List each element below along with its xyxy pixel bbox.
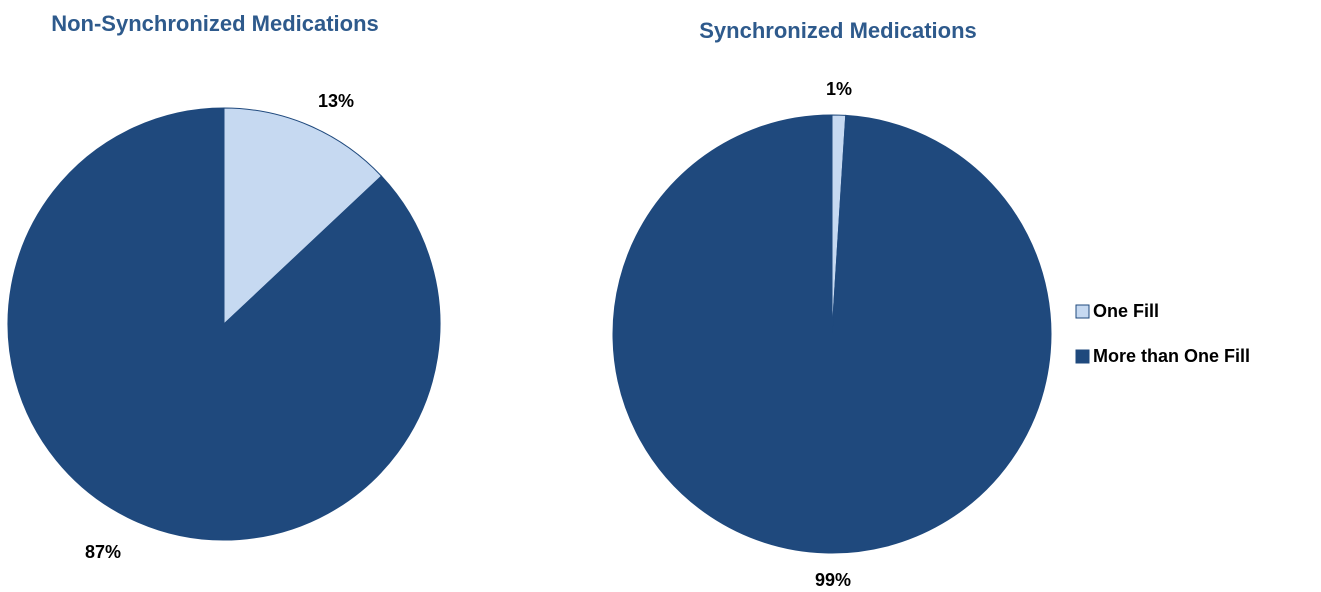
legend-label: More than One Fill: [1093, 346, 1250, 366]
data-label: 13%: [318, 91, 354, 111]
pie-slice: [612, 114, 1052, 554]
chart-title: Non-Synchronized Medications: [51, 11, 379, 36]
pie-slice: [7, 107, 441, 541]
legend-swatch: [1075, 304, 1090, 319]
chart-title: Synchronized Medications: [699, 18, 977, 43]
pie-slice: [223, 107, 383, 326]
data-label: 87%: [85, 542, 121, 562]
legend-swatch: [1075, 349, 1090, 364]
data-label: 1%: [826, 79, 852, 99]
data-label: 99%: [815, 570, 851, 590]
legend-label: One Fill: [1093, 301, 1159, 321]
